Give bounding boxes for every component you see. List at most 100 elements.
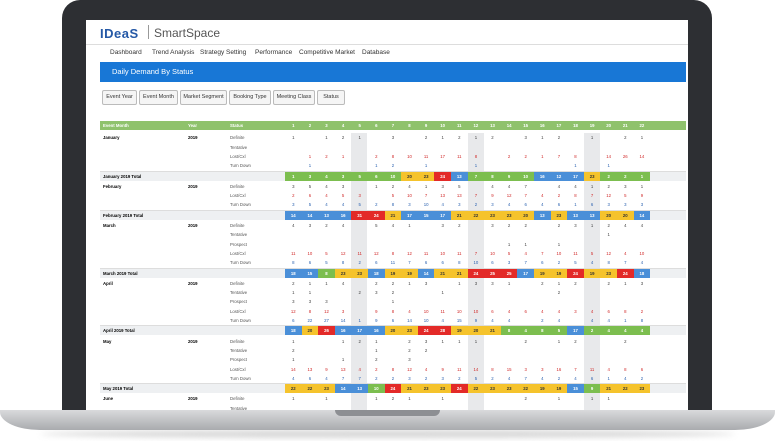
day-value[interactable]: 10 xyxy=(423,308,429,314)
day-value[interactable] xyxy=(401,288,418,297)
header-day[interactable]: 21 xyxy=(622,123,628,128)
day-value[interactable]: 2 xyxy=(557,290,561,296)
total-value[interactable]: 28 xyxy=(434,326,451,336)
day-value[interactable] xyxy=(434,355,451,364)
day-value[interactable] xyxy=(501,143,518,152)
day-value[interactable]: 10 xyxy=(423,318,429,323)
day-value[interactable]: 3 xyxy=(375,290,378,296)
day-value[interactable]: 4 xyxy=(590,260,594,266)
day-value[interactable]: 4 xyxy=(491,183,494,189)
day-value[interactable] xyxy=(484,143,501,152)
day-value[interactable]: 2 xyxy=(375,375,378,381)
day-value[interactable]: 2 xyxy=(574,338,577,344)
day-value[interactable]: 2 xyxy=(341,135,345,141)
day-value[interactable]: 2 xyxy=(574,280,577,286)
total-value[interactable]: 16 xyxy=(334,210,352,220)
total-value[interactable]: 4 xyxy=(600,326,617,336)
day-value[interactable] xyxy=(368,191,385,200)
day-value[interactable] xyxy=(534,346,551,355)
day-value[interactable]: 8 xyxy=(341,260,345,266)
day-value[interactable] xyxy=(551,404,568,410)
day-value[interactable]: 2 xyxy=(491,135,494,141)
day-value[interactable] xyxy=(401,240,418,249)
day-value[interactable]: 3 xyxy=(292,202,295,208)
day-value[interactable] xyxy=(534,394,551,403)
day-value[interactable]: 7 xyxy=(474,193,478,199)
total-value[interactable]: 22 xyxy=(285,384,302,394)
day-value[interactable]: 1 xyxy=(441,396,444,402)
day-value[interactable]: 10 xyxy=(556,250,562,256)
day-value[interactable]: 10 xyxy=(639,250,645,256)
total-value[interactable]: 18 xyxy=(285,268,302,278)
day-value[interactable] xyxy=(351,161,368,170)
day-value[interactable]: 3 xyxy=(358,193,361,199)
total-value[interactable]: 23 xyxy=(351,268,368,278)
day-value[interactable]: 1 xyxy=(441,290,444,296)
day-value[interactable]: 7 xyxy=(574,366,577,372)
total-value[interactable]: 17 xyxy=(434,210,451,220)
day-value[interactable]: 6 xyxy=(524,202,527,208)
day-value[interactable]: 2 xyxy=(375,202,378,208)
day-value[interactable]: 4 xyxy=(408,183,411,189)
day-value[interactable]: 1 xyxy=(590,396,594,402)
day-value[interactable]: 10 xyxy=(307,250,313,256)
day-value[interactable]: 1 xyxy=(308,290,312,296)
day-value[interactable]: 1 xyxy=(458,338,461,344)
day-value[interactable]: 5 xyxy=(391,193,395,199)
day-value[interactable] xyxy=(484,394,501,403)
day-value[interactable]: 2 xyxy=(557,375,561,381)
day-value[interactable]: 5 xyxy=(474,375,478,381)
day-value[interactable] xyxy=(351,143,368,152)
day-value[interactable] xyxy=(285,404,302,410)
day-value[interactable]: 10 xyxy=(440,250,446,256)
day-value[interactable]: 4 xyxy=(590,318,594,323)
day-value[interactable]: 1 xyxy=(391,299,395,305)
day-value[interactable]: 13 xyxy=(307,366,313,372)
day-value[interactable]: 12 xyxy=(606,193,612,199)
day-value[interactable]: 9 xyxy=(491,193,494,199)
header-day[interactable]: 20 xyxy=(606,123,612,128)
day-value[interactable]: 27 xyxy=(324,318,329,323)
day-value[interactable]: 4 xyxy=(424,366,428,372)
day-value[interactable]: 7 xyxy=(358,375,361,381)
day-value[interactable] xyxy=(634,161,651,170)
day-value[interactable] xyxy=(634,297,651,306)
total-value[interactable]: 20 xyxy=(301,326,319,336)
total-value[interactable]: 21 xyxy=(384,210,402,220)
day-value[interactable] xyxy=(285,161,302,170)
day-value[interactable] xyxy=(484,346,501,355)
day-value[interactable] xyxy=(351,307,368,316)
day-value[interactable]: 4 xyxy=(292,375,295,381)
day-value[interactable]: 2 xyxy=(458,135,461,141)
day-value[interactable] xyxy=(484,152,501,161)
day-value[interactable] xyxy=(385,143,402,152)
day-value[interactable] xyxy=(368,230,385,239)
total-value[interactable]: 22 xyxy=(467,210,485,220)
day-value[interactable]: 12 xyxy=(340,250,346,256)
total-value[interactable]: 25 xyxy=(484,268,501,278)
day-value[interactable] xyxy=(551,297,568,306)
day-value[interactable] xyxy=(335,346,352,355)
day-value[interactable] xyxy=(534,230,551,239)
day-value[interactable]: 2 xyxy=(375,280,378,286)
day-value[interactable]: 3 xyxy=(624,183,627,189)
day-value[interactable]: 1 xyxy=(292,357,295,363)
day-value[interactable] xyxy=(418,355,435,364)
total-value[interactable]: 8 xyxy=(500,326,518,336)
day-value[interactable]: 2 xyxy=(375,357,378,363)
day-value[interactable] xyxy=(335,404,352,410)
day-value[interactable] xyxy=(351,355,368,364)
total-value[interactable]: 9 xyxy=(500,171,518,181)
day-value[interactable] xyxy=(534,288,551,297)
day-value[interactable]: 2 xyxy=(391,183,395,189)
day-value[interactable]: 4 xyxy=(391,223,395,228)
day-value[interactable]: 8 xyxy=(391,308,395,314)
day-value[interactable] xyxy=(617,355,634,364)
total-value[interactable]: 19 xyxy=(534,384,551,394)
day-value[interactable] xyxy=(418,230,435,239)
day-value[interactable]: 9 xyxy=(375,308,378,314)
total-value[interactable]: 16 xyxy=(368,326,385,336)
total-value[interactable]: 1 xyxy=(285,171,302,181)
day-value[interactable] xyxy=(434,161,451,170)
total-value[interactable]: 23 xyxy=(401,326,418,336)
